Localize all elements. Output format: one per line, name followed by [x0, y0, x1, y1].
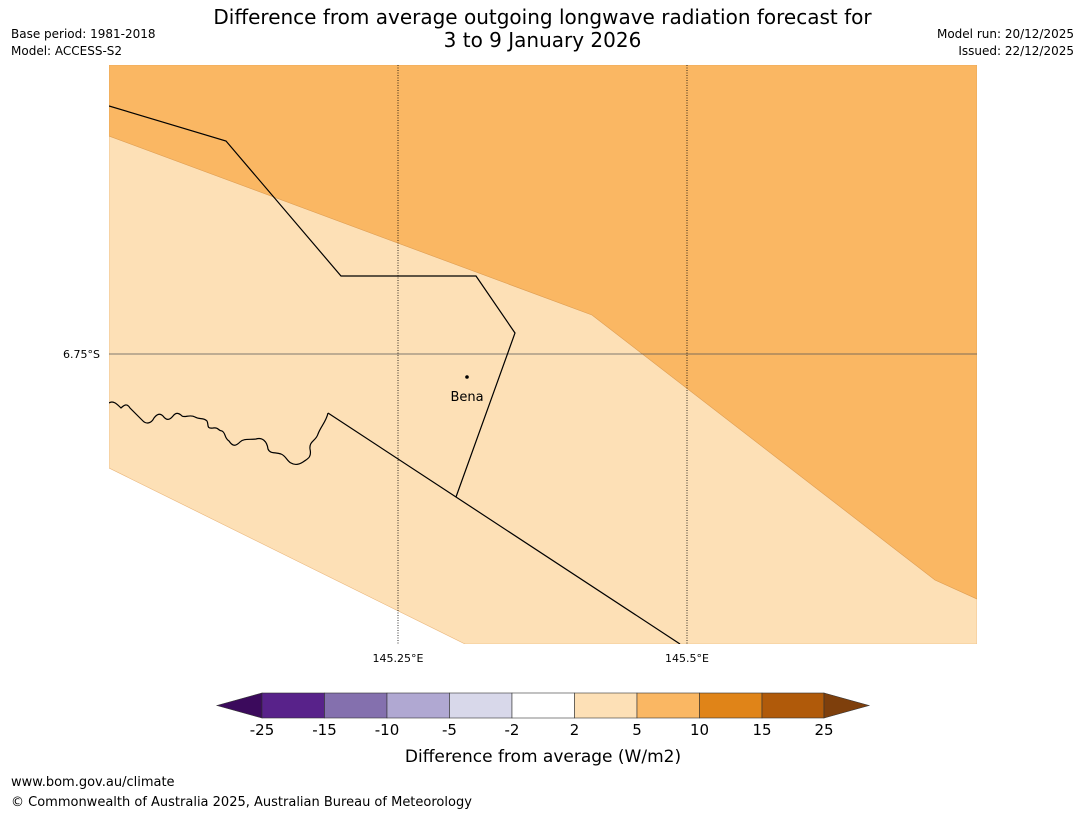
- chart-title: Difference from average outgoing longwav…: [0, 6, 1085, 52]
- colorbar-seg-8: [699, 692, 763, 719]
- lat-label: 6.75°S: [63, 348, 100, 361]
- colorbar-seg-2: [324, 692, 388, 719]
- town-label: Bena: [450, 390, 483, 405]
- meta-left: Base period: 1981-2018 Model: ACCESS-S2: [11, 26, 156, 60]
- base-period: Base period: 1981-2018: [11, 27, 156, 41]
- colorbar-seg-7: [636, 692, 700, 719]
- model-run: Model run: 20/12/2025: [936, 27, 1074, 41]
- town-marker: [465, 375, 469, 379]
- colorbar-tick-4: -5: [442, 721, 457, 739]
- boundary-line-north: [109, 105, 516, 498]
- colorbar-tick-6: 2: [570, 721, 580, 739]
- colorbar-tick-1: -25: [250, 721, 275, 739]
- colorbar-tick-8: 10: [690, 721, 709, 739]
- colorbar-extend-high: [823, 692, 871, 719]
- colorbar-tick-3: -10: [375, 721, 400, 739]
- colorbar-seg-3: [386, 692, 450, 719]
- colorbar-seg-1: [261, 692, 325, 719]
- colorbar-tick-10: 25: [814, 721, 833, 739]
- lon-label-2: 145.5°E: [665, 652, 709, 665]
- colorbar-extend-low: [215, 692, 263, 719]
- colorbar-tick-7: 5: [632, 721, 642, 739]
- colorbar-seg-6: [574, 692, 638, 719]
- colorbar-tick-2: -15: [312, 721, 337, 739]
- colorbar-tick-9: 15: [752, 721, 771, 739]
- anomaly-band-medium: [109, 65, 977, 600]
- meta-right: Model run: 20/12/2025 Issued: 22/12/2025: [937, 26, 1074, 60]
- colorbar-seg-4: [449, 692, 513, 719]
- river-line: [109, 401, 329, 466]
- footer-copyright: © Commonwealth of Australia 2025, Austra…: [11, 795, 472, 810]
- colorbar-seg-5: [511, 692, 575, 719]
- lon-label-1: 145.25°E: [373, 652, 424, 665]
- boundary-line-south: [327, 412, 681, 644]
- colorbar: -25 -15 -10 -5 -2 2 5 10 15 25 Differenc…: [215, 692, 871, 767]
- footer-url[interactable]: www.bom.gov.au/climate: [11, 775, 175, 790]
- colorbar-tick-5: -2: [505, 721, 520, 739]
- issued-date: Issued: 22/12/2025: [958, 44, 1074, 58]
- colorbar-label: Difference from average (W/m2): [405, 747, 681, 767]
- title-line-2: 3 to 9 January 2026: [443, 28, 642, 52]
- model-name: Model: ACCESS-S2: [11, 44, 123, 58]
- map-area: Bena: [109, 65, 977, 644]
- title-line-1: Difference from average outgoing longwav…: [213, 5, 872, 29]
- colorbar-seg-9: [761, 692, 825, 719]
